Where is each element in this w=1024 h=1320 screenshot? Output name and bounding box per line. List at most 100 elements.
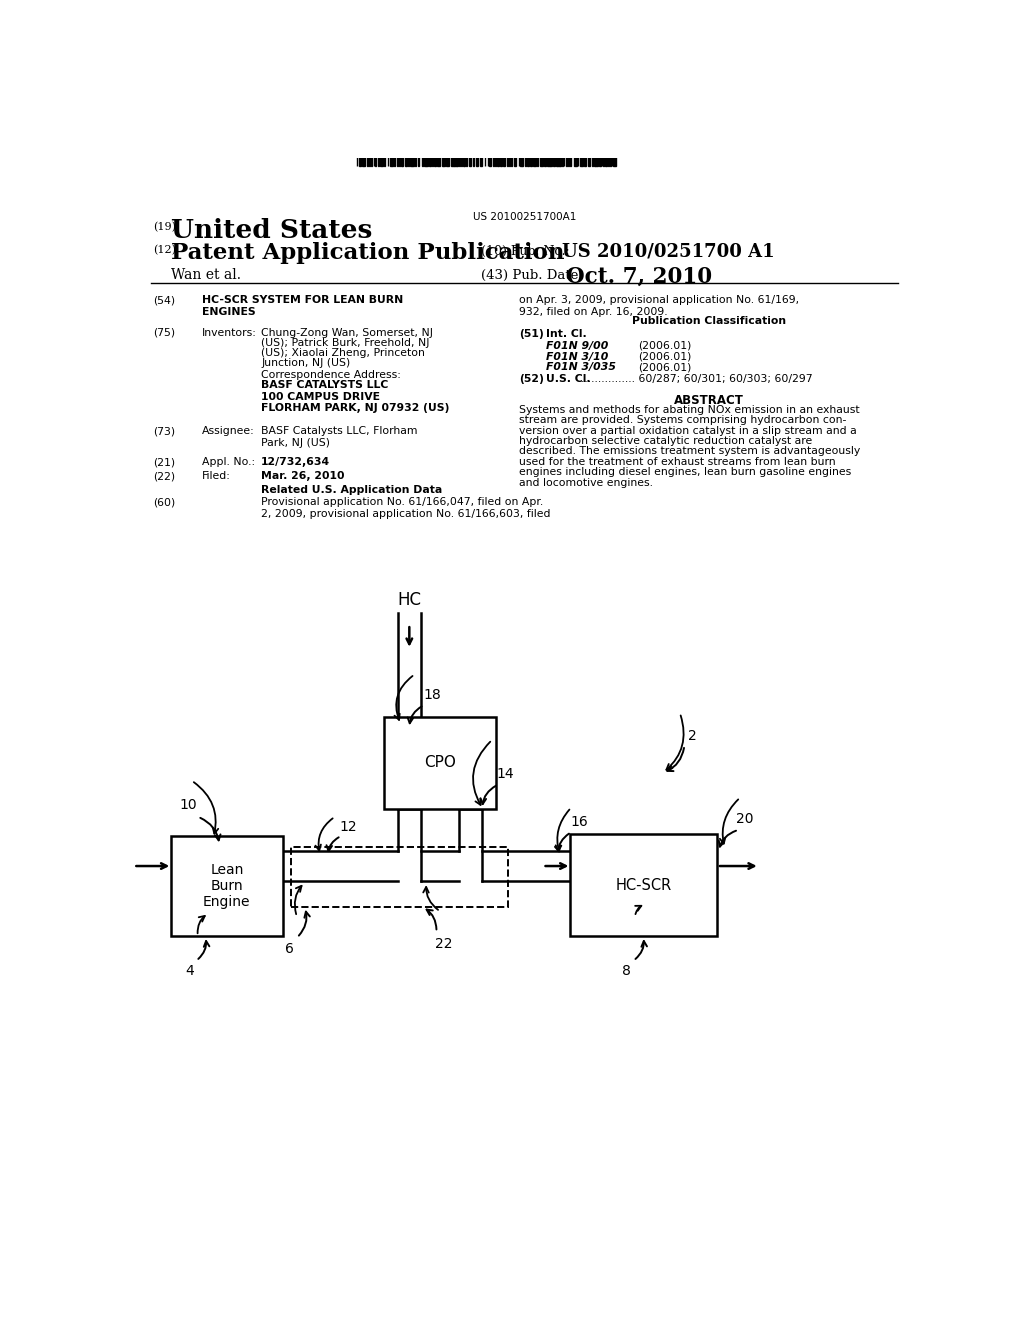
Text: 8: 8 [622, 964, 631, 978]
Text: Int. Cl.: Int. Cl. [547, 330, 587, 339]
Text: Wan et al.: Wan et al. [171, 268, 241, 281]
Bar [566, 127, 567, 166]
Text: HC-SCR SYSTEM FOR LEAN BURN
ENGINES: HC-SCR SYSTEM FOR LEAN BURN ENGINES [202, 296, 402, 317]
Bar [443, 127, 445, 166]
Bar [511, 127, 512, 166]
Text: HC-SCR: HC-SCR [615, 878, 672, 892]
Text: Chung-Zong Wan, Somerset, NJ: Chung-Zong Wan, Somerset, NJ [261, 327, 433, 338]
Bar [509, 127, 510, 166]
Text: U.S. Cl.: U.S. Cl. [547, 374, 591, 384]
Bar [362, 127, 366, 166]
Text: ................ 60/287; 60/301; 60/303; 60/297: ................ 60/287; 60/301; 60/303;… [582, 374, 813, 384]
Bar [489, 127, 492, 166]
Text: Oct. 7, 2010: Oct. 7, 2010 [566, 267, 712, 288]
Bar [541, 127, 544, 166]
Bar [469, 127, 471, 166]
Text: Patent Application Publication: Patent Application Publication [171, 243, 564, 264]
Text: 12/732,634: 12/732,634 [261, 457, 331, 467]
Bar [584, 127, 586, 166]
Text: 10: 10 [179, 799, 198, 812]
Bar [589, 127, 590, 166]
Bar [527, 127, 529, 166]
Bar [605, 127, 607, 166]
Bar [473, 127, 474, 166]
Bar [380, 127, 383, 166]
Text: used for the treatment of exhaust streams from lean burn: used for the treatment of exhaust stream… [519, 457, 836, 467]
Text: stream are provided. Systems comprising hydrocarbon con-: stream are provided. Systems comprising … [519, 416, 847, 425]
Text: Filed:: Filed: [202, 471, 230, 480]
Bar [384, 717, 496, 809]
Text: (US); Patrick Burk, Freehold, NJ: (US); Patrick Burk, Freehold, NJ [261, 338, 430, 347]
Bar [455, 127, 457, 166]
Bar [459, 127, 461, 166]
Bar [371, 127, 372, 166]
Bar [500, 127, 502, 166]
Text: Publication Classification: Publication Classification [632, 317, 786, 326]
Bar [426, 127, 428, 166]
Text: Provisional application No. 61/166,047, filed on Apr.
2, 2009, provisional appli: Provisional application No. 61/166,047, … [261, 498, 551, 519]
Bar [390, 127, 393, 166]
Text: version over a partial oxidation catalyst in a slip stream and a: version over a partial oxidation catalys… [519, 425, 857, 436]
Text: BASF CATALYSTS LLC
100 CAMPUS DRIVE
FLORHAM PARK, NJ 07932 (US): BASF CATALYSTS LLC 100 CAMPUS DRIVE FLOR… [261, 380, 450, 413]
Text: (2006.01): (2006.01) [638, 341, 691, 351]
Text: engines including diesel engines, lean burn gasoline engines: engines including diesel engines, lean b… [519, 467, 852, 477]
Text: F01N 3/10: F01N 3/10 [547, 351, 609, 362]
Text: (19): (19) [153, 222, 176, 232]
Text: Assignee:: Assignee: [202, 426, 254, 437]
Text: (US); Xiaolai Zheng, Princeton: (US); Xiaolai Zheng, Princeton [261, 348, 425, 358]
Bar [408, 127, 410, 166]
Text: United States: United States [171, 218, 372, 243]
Bar [613, 127, 616, 166]
Bar [404, 127, 407, 166]
Text: HC: HC [397, 591, 421, 609]
Bar [554, 127, 555, 166]
Text: (10) Pub. No.:: (10) Pub. No.: [480, 244, 569, 257]
Bar [534, 127, 537, 166]
Bar [595, 127, 598, 166]
Text: Mar. 26, 2010: Mar. 26, 2010 [261, 471, 345, 480]
Text: 14: 14 [497, 767, 514, 781]
Bar [497, 127, 500, 166]
Bar [520, 127, 521, 166]
Bar [547, 127, 550, 166]
Bar [544, 127, 546, 166]
Text: US 2010/0251700 A1: US 2010/0251700 A1 [562, 243, 774, 260]
Text: Junction, NJ (US): Junction, NJ (US) [261, 358, 350, 368]
Bar [424, 127, 426, 166]
Text: (54): (54) [153, 296, 175, 305]
Bar [418, 127, 420, 166]
Text: F01N 3/035: F01N 3/035 [547, 363, 616, 372]
Text: F01N 9/00: F01N 9/00 [547, 341, 609, 351]
Text: (12): (12) [153, 244, 176, 255]
Bar [550, 127, 552, 166]
Text: Lean
Burn
Engine: Lean Burn Engine [203, 863, 251, 909]
Bar [437, 127, 440, 166]
Text: 20: 20 [736, 812, 754, 826]
Text: (21): (21) [153, 457, 175, 467]
Text: (2006.01): (2006.01) [638, 363, 691, 372]
Bar [569, 834, 717, 936]
Text: ABSTRACT: ABSTRACT [674, 395, 743, 407]
Bar [607, 127, 609, 166]
Text: US 20100251700A1: US 20100251700A1 [473, 213, 577, 222]
Text: (2006.01): (2006.01) [638, 351, 691, 362]
Bar [557, 127, 560, 166]
Bar [569, 127, 571, 166]
Text: 16: 16 [570, 816, 588, 829]
Text: and locomotive engines.: and locomotive engines. [519, 478, 653, 487]
Text: (51): (51) [519, 330, 544, 339]
Bar [599, 127, 601, 166]
Bar [291, 847, 508, 907]
Bar [413, 127, 414, 166]
Bar [503, 127, 506, 166]
Text: on Apr. 3, 2009, provisional application No. 61/169,
932, filed on Apr. 16, 2009: on Apr. 3, 2009, provisional application… [519, 296, 800, 317]
Text: (52): (52) [519, 374, 544, 384]
Bar [476, 127, 478, 166]
Text: Correspondence Address:: Correspondence Address: [261, 370, 401, 380]
Bar [410, 127, 412, 166]
Bar [359, 127, 360, 166]
Text: Related U.S. Application Data: Related U.S. Application Data [261, 484, 442, 495]
Text: (73): (73) [153, 426, 175, 437]
Bar [480, 127, 482, 166]
Text: 6: 6 [285, 942, 294, 956]
